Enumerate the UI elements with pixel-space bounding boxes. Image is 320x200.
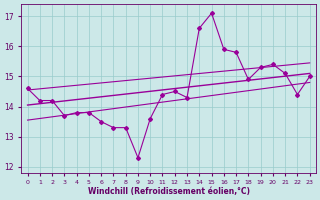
X-axis label: Windchill (Refroidissement éolien,°C): Windchill (Refroidissement éolien,°C) (88, 187, 250, 196)
